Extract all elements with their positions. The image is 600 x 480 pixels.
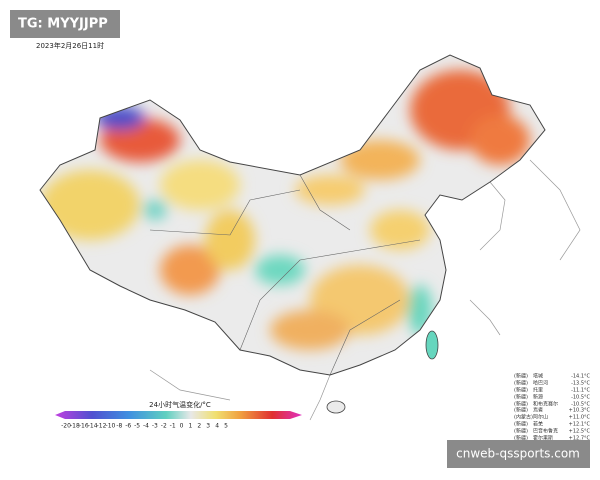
legend-tick: 1 <box>189 423 193 430</box>
legend-tick: 3 <box>206 423 210 430</box>
station-name: 塔城 <box>533 373 543 380</box>
legend-tick: -2 <box>161 423 167 430</box>
station-name: 巴音布鲁克 <box>533 428 558 435</box>
legend-tick: 2 <box>197 423 201 430</box>
legend-title: 24小时气温变化/°C <box>149 400 211 409</box>
legend-tick: -20 <box>61 423 71 430</box>
station-name: 托里 <box>533 387 543 394</box>
station-region: (新疆) <box>514 428 528 435</box>
legend-tick: -8 <box>116 423 122 430</box>
legend-tick: -12 <box>97 423 107 430</box>
station-value: +12.7°C <box>569 436 591 442</box>
station-value: +10.3°C <box>569 408 591 414</box>
timestamp: 2023年2月26日11时 <box>36 41 104 50</box>
station-value: -10.5°C <box>571 395 590 401</box>
legend-tick: -10 <box>106 423 116 430</box>
station-region: (新疆) <box>514 394 528 401</box>
station-value: +12.5°C <box>569 429 591 435</box>
legend-tick: 4 <box>215 423 219 430</box>
station-name: 阿尔山 <box>533 414 548 421</box>
legend-tick: -3 <box>152 423 158 430</box>
legend-tick: -14 <box>88 423 98 430</box>
station-name: 霍尔果斯 <box>533 435 553 442</box>
taiwan <box>425 330 439 360</box>
legend-bar <box>55 411 302 419</box>
watermark: TG: MYYJJPP <box>18 17 108 32</box>
legend-tick: -18 <box>70 423 80 430</box>
station-value: -11.1°C <box>571 388 590 394</box>
station-region: (内蒙古) <box>514 414 533 421</box>
legend-tick: -16 <box>79 423 89 430</box>
station-name: 和布克赛尔 <box>533 401 558 408</box>
legend-tick: -4 <box>143 423 149 430</box>
footer: cnweb-qssports.com <box>456 447 580 461</box>
station-region: (新疆) <box>514 407 528 414</box>
station-region: (新疆) <box>514 401 528 408</box>
watermark-box <box>10 10 120 38</box>
legend-tick: -6 <box>125 423 131 430</box>
station-value: +12.1°C <box>569 422 591 428</box>
border <box>39 54 546 376</box>
station-region: (新疆) <box>514 435 528 442</box>
station-region: (新疆) <box>514 421 528 428</box>
legend-tick: 5 <box>224 423 228 430</box>
station-region: (新疆) <box>514 373 528 380</box>
station-value: -14.1°C <box>571 374 590 380</box>
legend-tick: -5 <box>134 423 140 430</box>
station-value: -13.5°C <box>571 381 590 387</box>
station-value: +11.0°C <box>569 415 591 421</box>
legend-tick: 0 <box>180 423 184 430</box>
station-region: (新疆) <box>514 387 528 394</box>
hainan <box>326 400 346 414</box>
station-name: 焉耆 <box>533 407 543 414</box>
station-name: 若羌 <box>533 421 543 428</box>
station-name: 新源 <box>533 394 543 401</box>
station-value: -10.5°C <box>571 402 590 408</box>
station-region: (新疆) <box>514 380 528 387</box>
legend-tick: -1 <box>170 423 176 430</box>
neighbour-coast <box>149 159 581 421</box>
footer-box <box>447 440 590 468</box>
station-name: 哈巴河 <box>533 380 548 387</box>
